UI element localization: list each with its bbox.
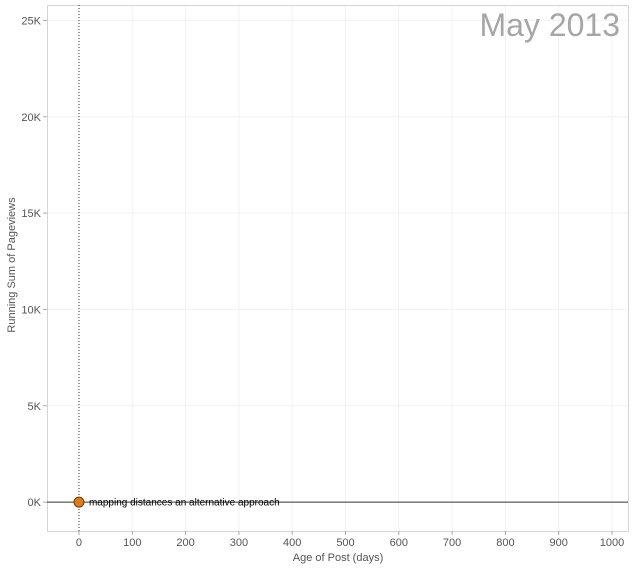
plot-area-border xyxy=(47,5,629,532)
y-tick-label: 10K xyxy=(21,304,41,316)
x-tick-label: 0 xyxy=(76,537,82,549)
x-tick-label: 400 xyxy=(283,537,301,549)
y-axis-title: Running Sum of Pageviews xyxy=(6,197,18,333)
x-tick-label: 900 xyxy=(550,537,568,549)
x-tick-label: 1000 xyxy=(600,537,624,549)
data-points: mapping distances an alternative approac… xyxy=(73,496,280,509)
x-tick-label: 500 xyxy=(336,537,354,549)
y-tick-label: 5K xyxy=(28,401,42,413)
data-point-label: mapping distances an alternative approac… xyxy=(89,498,280,509)
x-tick-label: 800 xyxy=(496,537,514,549)
x-tick-label: 600 xyxy=(390,537,408,549)
y-axis: 0K 5K 10K 15K 20K 25K xyxy=(21,15,47,509)
period-label: May 2013 xyxy=(479,7,620,43)
x-tick-label: 200 xyxy=(176,537,194,549)
y-tick-label: 0K xyxy=(28,497,42,509)
y-tick-label: 20K xyxy=(21,112,41,124)
x-tick-label: 100 xyxy=(123,537,141,549)
grid-lines xyxy=(47,5,628,531)
x-tick-label: 700 xyxy=(443,537,461,549)
x-axis: 0 100 200 300 400 500 600 700 800 900 1000 xyxy=(76,531,624,549)
data-point[interactable] xyxy=(73,496,85,508)
x-axis-title: Age of Post (days) xyxy=(293,552,384,564)
x-tick-label: 300 xyxy=(230,537,248,549)
y-tick-label: 15K xyxy=(21,208,41,220)
y-tick-label: 25K xyxy=(21,15,41,27)
